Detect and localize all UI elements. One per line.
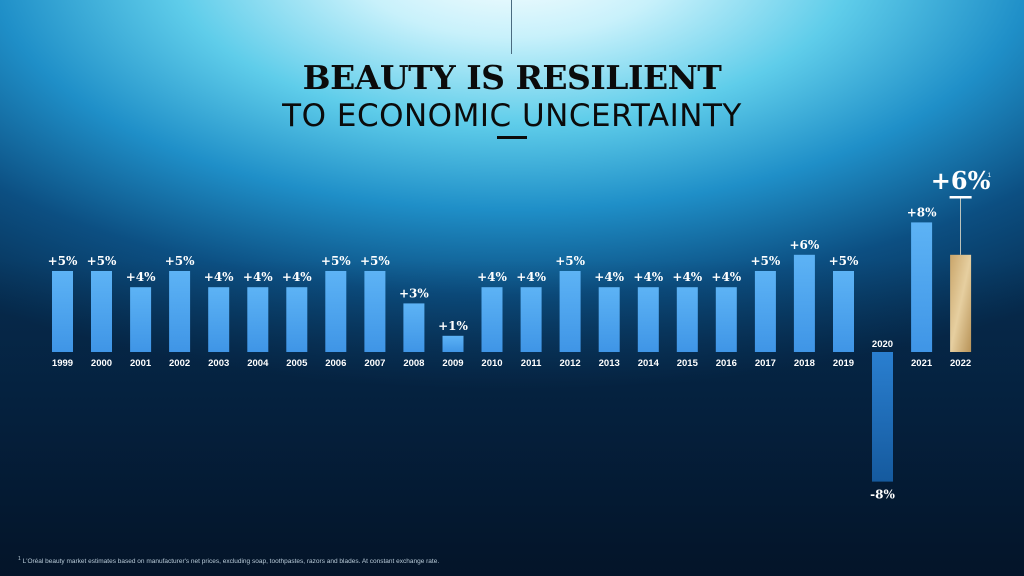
tick-label-2010: 2010: [481, 358, 502, 369]
bar-2012: [559, 271, 581, 352]
highlight-label: +6%: [931, 166, 991, 195]
bar-2000: [91, 271, 112, 352]
data-label-2006: +5%: [321, 254, 351, 268]
data-label-2003: +4%: [204, 270, 234, 284]
bar-2008: [403, 303, 425, 352]
tick-label-2020: 2020: [872, 339, 893, 350]
data-label-2000: +5%: [87, 254, 117, 268]
highlight-footnote-marker: 1: [988, 173, 992, 179]
bar-2009: [442, 335, 464, 352]
bar-2022: [950, 254, 972, 352]
data-label-2002: +5%: [165, 254, 195, 268]
tick-label-2012: 2012: [560, 358, 581, 369]
tick-label-2008: 2008: [403, 358, 424, 369]
data-label-2008: +3%: [399, 286, 429, 300]
bar-2007: [364, 271, 386, 352]
data-label-2007: +5%: [360, 254, 390, 268]
tick-label-2009: 2009: [442, 358, 463, 369]
page-subtitle: TO ECONOMIC UNCERTAINTY: [282, 98, 742, 134]
bar-2018: [793, 254, 815, 352]
tick-label-2006: 2006: [325, 358, 346, 369]
data-label-2018: +6%: [789, 238, 819, 252]
data-label-2012: +5%: [555, 254, 585, 268]
bar-2011: [520, 287, 542, 352]
bar-2010: [481, 287, 503, 352]
bar-2003: [208, 287, 230, 352]
footnote-text: L'Oréal beauty market estimates based on…: [22, 558, 440, 566]
bar-2016: [715, 287, 737, 352]
bar-2019: [833, 271, 854, 352]
highlight-underline: [949, 196, 972, 199]
bar-2005: [286, 287, 308, 352]
top-divider-line: [511, 0, 512, 54]
tick-label-2015: 2015: [677, 358, 699, 369]
tick-label-2011: 2011: [521, 358, 542, 369]
data-label-2020: -8%: [870, 488, 895, 502]
tick-label-2002: 2002: [169, 358, 190, 369]
tick-label-2000: 2000: [91, 358, 112, 369]
bar-2021: [911, 222, 933, 352]
tick-label-2005: 2005: [286, 358, 308, 369]
bar-2013: [598, 287, 620, 352]
bar-2002: [169, 271, 191, 352]
data-label-2021: +8%: [907, 205, 937, 219]
tick-label-2016: 2016: [716, 358, 737, 369]
tick-label-2001: 2001: [130, 358, 152, 369]
data-label-2014: +4%: [633, 270, 663, 284]
bar-1999: [52, 271, 73, 352]
bar-2004: [247, 287, 269, 352]
bar-2017: [754, 271, 776, 352]
tick-label-2004: 2004: [247, 358, 269, 369]
footnote: 1 L'Oréal beauty market estimates based …: [18, 556, 439, 565]
tick-label-2014: 2014: [638, 358, 660, 369]
bar-2001: [130, 287, 152, 352]
tick-label-2022: 2022: [950, 358, 971, 369]
data-label-2011: +4%: [516, 270, 546, 284]
bar-2006: [325, 271, 347, 352]
data-label-2013: +4%: [594, 270, 624, 284]
bar-2014: [637, 287, 659, 352]
tick-label-2019: 2019: [833, 358, 854, 369]
tick-label-2018: 2018: [794, 358, 815, 369]
data-label-2010: +4%: [477, 270, 507, 284]
tick-label-2021: 2021: [911, 358, 933, 369]
data-label-2015: +4%: [672, 270, 702, 284]
tick-label-2017: 2017: [755, 358, 776, 369]
data-label-2016: +4%: [711, 270, 741, 284]
data-label-2004: +4%: [243, 270, 273, 284]
data-label-1999: +5%: [48, 254, 78, 268]
tick-label-2013: 2013: [599, 358, 620, 369]
footnote-marker: 1: [18, 556, 21, 562]
data-label-2005: +4%: [282, 270, 312, 284]
tick-label-2003: 2003: [208, 358, 229, 369]
tick-label-2007: 2007: [364, 358, 385, 369]
data-label-2001: +4%: [126, 270, 156, 284]
tick-label-1999: 1999: [52, 358, 73, 369]
page-title: BEAUTY IS RESILIENT: [302, 58, 722, 97]
bar-2015: [676, 287, 698, 352]
data-label-2017: +5%: [750, 254, 780, 268]
data-label-2019: +5%: [829, 254, 859, 268]
title-underline: [497, 136, 527, 139]
data-label-2009: +1%: [438, 319, 468, 333]
bar-2020: [872, 352, 893, 482]
